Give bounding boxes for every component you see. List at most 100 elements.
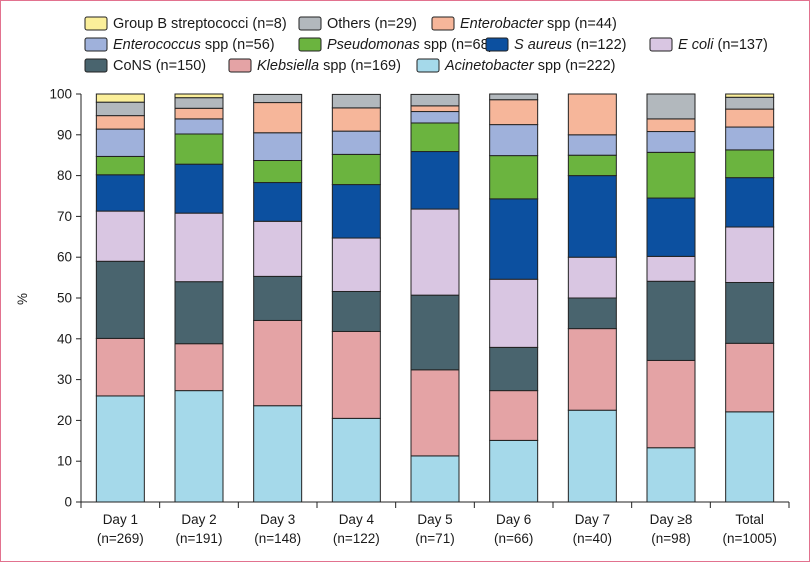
bar-segment — [410, 105, 460, 113]
bar-segment — [253, 220, 303, 277]
bar-segment — [331, 237, 381, 292]
bar-segment — [253, 405, 303, 503]
legend: Group B streptococci (n=8) Others (n=29) E… — [84, 16, 768, 74]
bar-segment — [253, 132, 303, 162]
bar-segment — [253, 102, 303, 134]
bar-segment — [410, 93, 460, 107]
bar-segment — [331, 153, 381, 186]
bar-stack — [725, 93, 775, 503]
legend-series-count: spp (n=56) — [201, 37, 275, 53]
bar-stack — [567, 93, 617, 503]
legend-series-name: Group B streptococci (n=8) — [113, 16, 287, 32]
bar-segment — [410, 122, 460, 153]
bar-segment — [725, 93, 775, 98]
bar-segment — [95, 101, 145, 117]
legend-series-name: Others (n=29) — [327, 16, 417, 32]
x-tick-label: Total — [735, 512, 764, 527]
bar-segment — [489, 198, 539, 280]
bar-segment — [489, 346, 539, 392]
bar-segment — [174, 343, 224, 392]
x-tick-count: (n=148) — [254, 531, 301, 546]
legend-label: Group B streptococci (n=8) — [113, 16, 287, 32]
legend-label: E coli (n=137) — [678, 37, 768, 53]
bar-segment — [174, 163, 224, 214]
bar-segment — [646, 255, 696, 282]
bar-stack — [174, 93, 224, 503]
bars — [95, 93, 775, 503]
bar-segment — [567, 409, 617, 503]
bar-segment — [253, 160, 303, 184]
bar-segment — [174, 133, 224, 165]
bar-segment — [253, 275, 303, 321]
legend-swatch — [416, 58, 440, 73]
legend-label: Enterococcus spp (n=56) — [113, 37, 275, 53]
x-tick-label: Day 4 — [339, 512, 375, 527]
y-tick-label: 10 — [57, 454, 72, 469]
x-tick-count: (n=71) — [415, 531, 454, 546]
bar-segment — [646, 447, 696, 503]
legend-item: Acinetobacter spp (n=222) — [416, 58, 616, 74]
y-tick-label: 80 — [57, 168, 72, 183]
bar-segment — [646, 118, 696, 133]
y-tick-label: 100 — [49, 87, 72, 102]
bar-segment — [489, 124, 539, 157]
y-axis-label: % — [15, 293, 30, 305]
legend-series-count: spp (n=68) — [420, 37, 494, 53]
legend-item: Enterococcus spp (n=56) — [84, 37, 275, 53]
bar-segment — [331, 184, 381, 239]
x-tick-label: Day 7 — [575, 512, 610, 527]
y-tick-label: 90 — [57, 127, 72, 142]
bar-segment — [410, 111, 460, 124]
bar-segment — [646, 280, 696, 361]
legend-series-name: Enterococcus — [113, 37, 201, 53]
bar-segment — [567, 328, 617, 411]
bar-segment — [646, 131, 696, 153]
bar-segment — [331, 290, 381, 332]
bar-segment — [725, 149, 775, 179]
bar-segment — [95, 174, 145, 212]
legend-swatch — [649, 37, 673, 52]
bar-segment — [95, 260, 145, 339]
bar-segment — [253, 93, 303, 104]
x-tick-count: (n=269) — [97, 531, 144, 546]
bar-segment — [567, 154, 617, 177]
bar-segment — [174, 97, 224, 109]
bar-segment — [725, 342, 775, 413]
bar-segment — [567, 297, 617, 330]
legend-series-name: CoNS (n=150) — [113, 58, 206, 74]
y-tick-label: 40 — [57, 331, 72, 346]
x-tick-count: (n=1005) — [722, 531, 776, 546]
legend-item: Enterobacter spp (n=44) — [431, 16, 617, 32]
bar-segment — [331, 93, 381, 109]
bar-segment — [174, 93, 224, 99]
bar-segment — [331, 417, 381, 503]
bar-segment — [410, 369, 460, 457]
bar-segment — [567, 256, 617, 299]
bar-segment — [567, 134, 617, 156]
legend-item: S aureus (n=122) — [485, 37, 626, 53]
bar-stack — [489, 93, 539, 503]
legend-label: Acinetobacter spp (n=222) — [444, 58, 616, 74]
bar-segment — [331, 330, 381, 419]
bar-segment — [646, 93, 696, 120]
bar-segment — [174, 390, 224, 503]
bar-segment — [646, 359, 696, 449]
x-tick-label: Day 1 — [103, 512, 138, 527]
legend-item: Pseudomonas spp (n=68) — [298, 37, 494, 53]
bar-segment — [410, 455, 460, 503]
bar-segment — [489, 93, 539, 101]
legend-label: Others (n=29) — [327, 16, 417, 32]
legend-swatch — [84, 58, 108, 73]
bar-stack — [331, 93, 381, 503]
legend-label: Klebsiella spp (n=169) — [257, 58, 401, 74]
x-tick-count: (n=122) — [333, 531, 380, 546]
legend-item: E coli (n=137) — [649, 37, 768, 53]
bar-segment — [725, 411, 775, 503]
x-tick-count: (n=98) — [651, 531, 690, 546]
legend-swatch — [298, 16, 322, 31]
y-tick-label: 20 — [57, 413, 72, 428]
legend-series-name: S aureus — [514, 37, 572, 53]
bar-stack — [410, 93, 460, 503]
bar-segment — [725, 108, 775, 128]
